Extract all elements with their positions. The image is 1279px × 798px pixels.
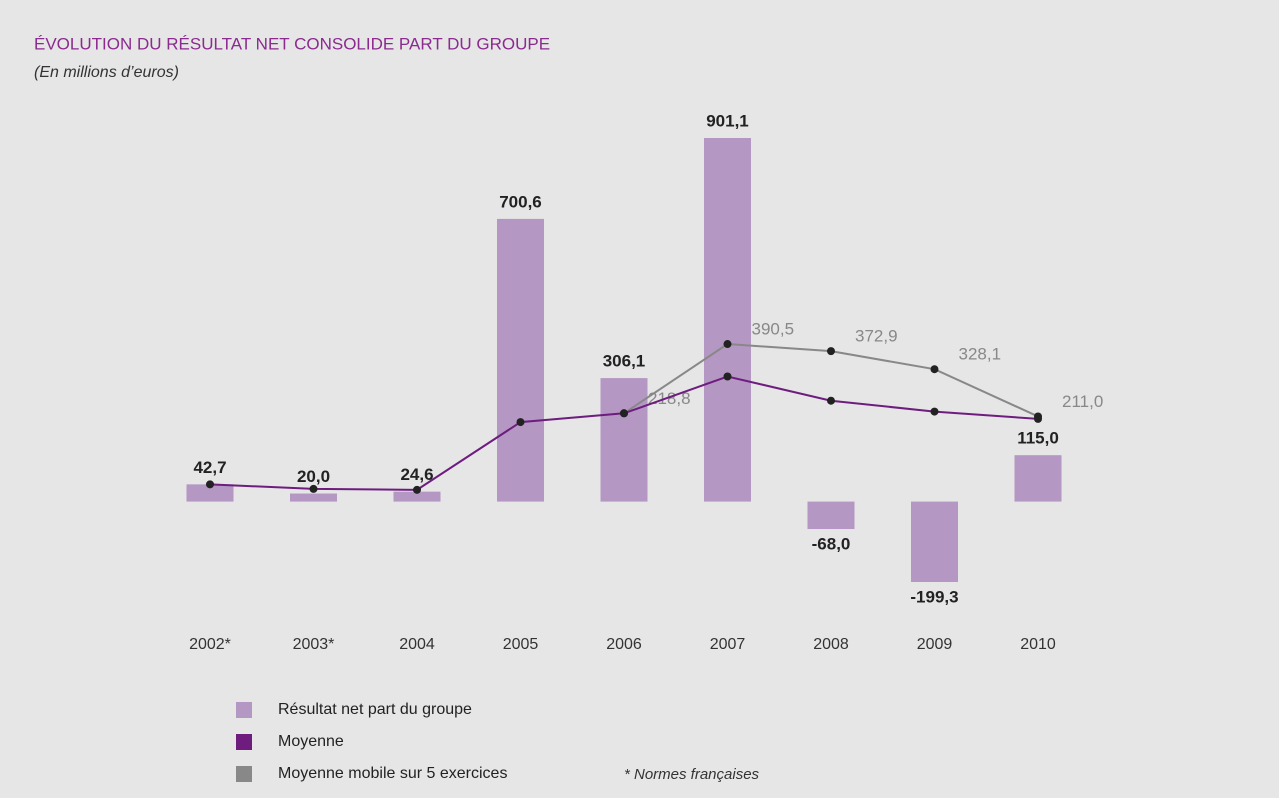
point — [206, 480, 214, 489]
legend-label: Moyenne — [278, 733, 344, 750]
bar — [497, 218, 544, 502]
data-label: 700,6 — [499, 192, 542, 211]
data-label: -68,0 — [812, 535, 851, 554]
point — [930, 365, 939, 374]
data-label: -199,3 — [910, 587, 958, 606]
legend-label: Résultat net part du groupe — [278, 701, 472, 718]
point — [723, 372, 732, 381]
x-tick-label: 2010 — [1020, 636, 1056, 653]
data-label: 24,6 — [400, 465, 433, 484]
chart-subtitle: (En millions d’euros) — [34, 64, 179, 81]
chart-title: ÉVOLUTION DU RÉSULTAT NET CONSOLIDE PART… — [34, 34, 550, 53]
bar — [393, 491, 441, 502]
data-label: 211,0 — [1062, 392, 1103, 411]
x-tick-label: 2007 — [710, 636, 746, 653]
x-tick-label: 2003* — [293, 636, 335, 653]
data-label: 901,1 — [706, 111, 749, 130]
data-label: 20,0 — [297, 467, 330, 486]
point — [827, 396, 835, 405]
data-label: 390,5 — [752, 320, 795, 339]
legend-swatch — [236, 702, 252, 718]
x-tick-label: 2004 — [399, 636, 435, 653]
data-label: 328,1 — [959, 345, 1002, 364]
bar — [290, 493, 337, 502]
x-tick-label: 2005 — [503, 636, 539, 653]
note: * Normes françaises — [624, 766, 760, 783]
bar — [600, 378, 648, 502]
legend-swatch — [236, 734, 252, 750]
bar — [911, 501, 958, 582]
x-tick-label: 2009 — [917, 636, 953, 653]
x-tick-label: 2008 — [813, 636, 849, 653]
point — [723, 340, 732, 349]
point — [413, 485, 421, 494]
data-label: 306,1 — [603, 352, 646, 371]
data-label: 115,0 — [1017, 429, 1059, 448]
point — [620, 409, 628, 418]
bar — [807, 501, 855, 530]
point — [516, 418, 525, 427]
bar — [186, 484, 234, 502]
point — [930, 407, 939, 416]
point — [1034, 414, 1042, 423]
bar — [1014, 455, 1062, 502]
x-tick-label: 2002* — [189, 636, 231, 653]
x-tick-label: 2006 — [606, 636, 642, 653]
legend-swatch — [236, 766, 252, 782]
point — [827, 347, 835, 356]
point — [309, 484, 318, 493]
data-label: 42,7 — [193, 458, 226, 477]
data-label: 372,9 — [855, 327, 898, 346]
bar — [704, 138, 751, 502]
legend-label: Moyenne mobile sur 5 exercices — [278, 765, 507, 782]
